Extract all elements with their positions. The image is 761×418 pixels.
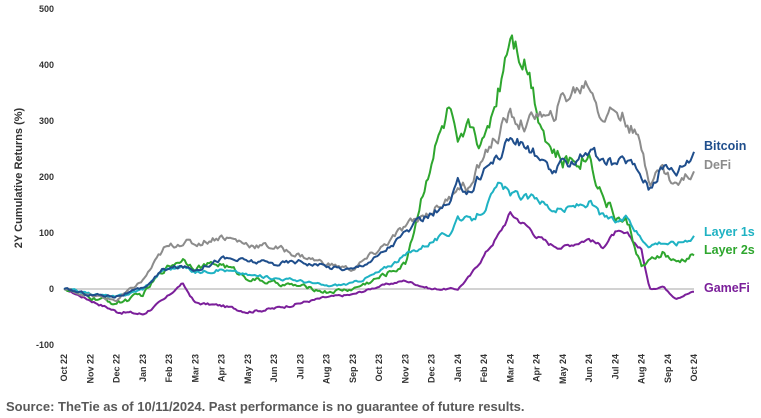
x-tick-label: Feb 23	[164, 354, 174, 383]
series-line-layer-2s	[63, 34, 695, 306]
x-tick-label: Nov 22	[85, 354, 95, 384]
x-tick-label: Jul 24	[610, 354, 620, 380]
x-tick-label: Dec 23	[427, 354, 437, 383]
y-tick-label: 100	[39, 228, 54, 238]
source-note: Source: TheTie as of 10/11/2024. Past pe…	[6, 399, 525, 414]
series-line-bitcoin	[63, 137, 695, 299]
y-tick-labels: -100 0 100 200 300 400 500	[36, 4, 54, 350]
x-tick-label: Feb 24	[479, 354, 489, 383]
x-tick-label: Jan 24	[453, 354, 463, 382]
x-tick-label: Dec 22	[112, 354, 122, 383]
x-tick-label: Sep 23	[348, 354, 358, 383]
x-tick-label: Jun 24	[584, 354, 594, 383]
legend-label-bitcoin: Bitcoin	[704, 139, 746, 153]
legend: Bitcoin DeFi Layer 1s Layer 2s GameFi	[704, 139, 755, 295]
x-tick-label: Aug 23	[322, 354, 332, 384]
x-tick-label: Aug 24	[637, 354, 647, 384]
x-tick-label: Nov 23	[400, 354, 410, 384]
x-tick-label: Mar 24	[505, 354, 515, 383]
x-tick-label: Jan 23	[138, 354, 148, 382]
x-tick-label: Apr 23	[217, 354, 227, 382]
series-line-gamefi	[64, 211, 694, 316]
x-tick-label: Mar 23	[190, 354, 200, 383]
series-lines	[63, 34, 695, 316]
y-tick-label: 300	[39, 116, 54, 126]
x-tick-label: Oct 23	[374, 354, 384, 382]
x-tick-label: May 23	[243, 354, 253, 384]
x-tick-label: May 24	[558, 354, 568, 384]
legend-label-layer-1s: Layer 1s	[704, 225, 755, 239]
x-tick-label: Apr 24	[532, 354, 542, 382]
legend-label-defi: DeFi	[704, 158, 731, 172]
series-line-defi	[63, 80, 695, 303]
x-tick-label: Sep 24	[663, 354, 673, 383]
x-tick-label: Jul 23	[295, 354, 305, 380]
x-tick-label: Jun 23	[269, 354, 279, 383]
legend-label-layer-2s: Layer 2s	[704, 243, 755, 257]
x-tick-labels: Oct 22 Nov 22 Dec 22 Jan 23 Feb 23 Mar 23 Apr …	[59, 354, 699, 384]
legend-label-gamefi: GameFi	[704, 281, 750, 295]
x-tick-label: Oct 22	[59, 354, 69, 382]
y-tick-label: 500	[39, 4, 54, 14]
y-tick-label: 0	[49, 284, 54, 294]
x-tick-label: Oct 24	[689, 354, 699, 382]
y-tick-label: 200	[39, 172, 54, 182]
y-tick-label: 400	[39, 60, 54, 70]
series-line-layer-1s	[63, 181, 695, 298]
y-axis-title: 2Y Cumulative Returns (%)	[13, 107, 25, 248]
y-tick-label: -100	[36, 340, 54, 350]
